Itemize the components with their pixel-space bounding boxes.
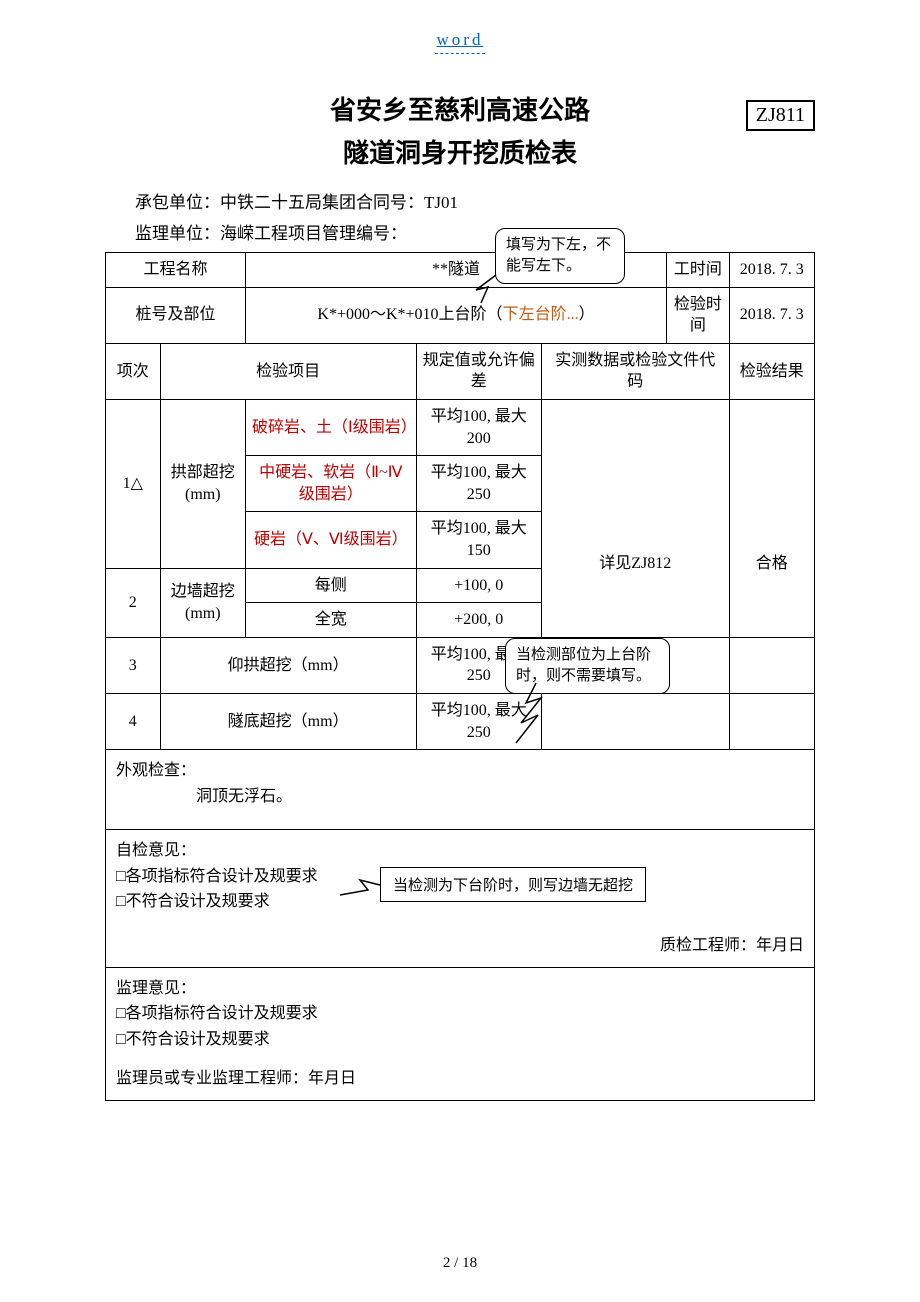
row4-result xyxy=(729,693,814,749)
row3-result xyxy=(729,637,814,693)
row-pile: 桩号及部位 K*+000～K*+010上台阶（下左台阶...） 检验时间 201… xyxy=(106,287,815,343)
title-sub: 隧道洞身开挖质检表 xyxy=(105,133,815,170)
hdr-num: 项次 xyxy=(106,343,161,399)
check-time-label: 检验时间 xyxy=(667,287,730,343)
row1-sub0: 1△ 拱部超挖(mm) 破碎岩、土（Ⅰ级围岩） 平均100, 最大200 详见Z… xyxy=(106,399,815,455)
row1-result: 合格 xyxy=(729,399,814,637)
callout-3-tail xyxy=(330,875,390,905)
form-code-box: ZJ811 xyxy=(746,100,815,131)
callout-note-3: 当检测为下台阶时，则写边墙无超挖 xyxy=(380,867,646,902)
pile-value-prefix: K*+000～K*+010上台阶（ xyxy=(317,306,502,323)
pile-value: K*+000～K*+010上台阶（下左台阶...） xyxy=(245,287,666,343)
row1-result-text: 合格 xyxy=(736,553,808,575)
wgjc-label: 外观检查： xyxy=(116,762,196,779)
jlyj-opt1: □各项指标符合设计及规要求 xyxy=(116,1001,804,1027)
inspection-table: 工程名称 **隧道 工时间 2018. 7. 3 桩号及部位 K*+000～K*… xyxy=(105,252,815,750)
row1-sub1-spec: 平均100, 最大250 xyxy=(416,456,541,512)
wgjc-text: 洞顶无浮石。 xyxy=(116,784,804,810)
contractor-line: 承包单位：中铁二十五局集团合同号：TJ01 xyxy=(135,188,815,213)
row4-num: 4 xyxy=(106,693,161,749)
hdr-item: 检验项目 xyxy=(160,343,416,399)
check-time-value: 2018. 7. 3 xyxy=(729,287,814,343)
callout-note-1: 填写为下左，不能写左下。 xyxy=(495,228,625,284)
row2-num: 2 xyxy=(106,568,161,637)
row1-sub0-name: 破碎岩、土（Ⅰ级围岩） xyxy=(245,399,416,455)
callout-2-text: 当检测部位为上台阶时，则不需要填写。 xyxy=(516,647,651,684)
hdr-spec: 规定值或允许偏差 xyxy=(416,343,541,399)
row2-sub0-spec: +100, 0 xyxy=(416,568,541,603)
row1-num: 1△ xyxy=(106,399,161,568)
row1-sub1-name: 中硬岩、软岩（Ⅱ~Ⅳ级围岩） xyxy=(245,456,416,512)
jlyj-opt2: □不符合设计及规要求 xyxy=(116,1027,804,1053)
row4-name: 隧底超挖（mm） xyxy=(160,693,416,749)
row3-name: 仰拱超挖（mm） xyxy=(160,637,416,693)
work-time-label: 工时间 xyxy=(667,253,730,288)
callout-3-text: 当检测为下台阶时，则写边墙无超挖 xyxy=(393,878,633,894)
row1-data-text: 详见ZJ812 xyxy=(548,553,723,575)
pile-label: 桩号及部位 xyxy=(106,287,246,343)
row1-group: 拱部超挖(mm) xyxy=(160,399,245,568)
hdr-data: 实测数据或检验文件代码 xyxy=(541,343,729,399)
row2-sub1-name: 全宽 xyxy=(245,603,416,638)
row-project: 工程名称 **隧道 工时间 2018. 7. 3 xyxy=(106,253,815,288)
row1-sub2-spec: 平均100, 最大150 xyxy=(416,512,541,568)
callout-note-2: 当检测部位为上台阶时，则不需要填写。 xyxy=(505,638,670,694)
zjyj-signer: 质检工程师：年月日 xyxy=(116,933,804,959)
project-name-label: 工程名称 xyxy=(106,253,246,288)
supervisor-opinion-section: 监理意见： □各项指标符合设计及规要求 □不符合设计及规要求 监理员或专业监理工… xyxy=(105,968,815,1101)
jlyj-label: 监理意见： xyxy=(116,976,804,1002)
row2-sub1-spec: +200, 0 xyxy=(416,603,541,638)
row4: 4 隧底超挖（mm） 平均100, 最大250 xyxy=(106,693,815,749)
jlyj-signer: 监理员或专业监理工程师：年月日 xyxy=(116,1066,804,1092)
pile-value-highlight: 下左台阶... xyxy=(503,306,579,323)
row2-group: 边墙超挖(mm) xyxy=(160,568,245,637)
row3-num: 3 xyxy=(106,637,161,693)
row-header: 项次 检验项目 规定值或允许偏差 实测数据或检验文件代码 检验结果 xyxy=(106,343,815,399)
hdr-result: 检验结果 xyxy=(729,343,814,399)
row2-sub0-name: 每侧 xyxy=(245,568,416,603)
header-link[interactable]: word xyxy=(105,30,815,50)
visual-check-section: 外观检查： 洞顶无浮石。 xyxy=(105,750,815,830)
row3: 3 仰拱超挖（mm） 平均100, 最大250 xyxy=(106,637,815,693)
supervisor-line: 监理单位：海嵘工程项目管理编号： xyxy=(135,219,815,244)
pile-value-suffix: ） xyxy=(579,306,595,323)
page-footer: 2 / 18 xyxy=(0,1255,920,1272)
callout-1-text: 填写为下左，不能写左下。 xyxy=(506,237,611,274)
zjyj-label: 自检意见： xyxy=(116,838,804,864)
row1-sub2-name: 硬岩（Ⅴ、Ⅵ级围岩） xyxy=(245,512,416,568)
work-time-value: 2018. 7. 3 xyxy=(729,253,814,288)
title-main: 省安乡至慈利高速公路 xyxy=(105,90,815,127)
row1-sub0-spec: 平均100, 最大200 xyxy=(416,399,541,455)
row1-data: 详见ZJ812 xyxy=(541,399,729,637)
